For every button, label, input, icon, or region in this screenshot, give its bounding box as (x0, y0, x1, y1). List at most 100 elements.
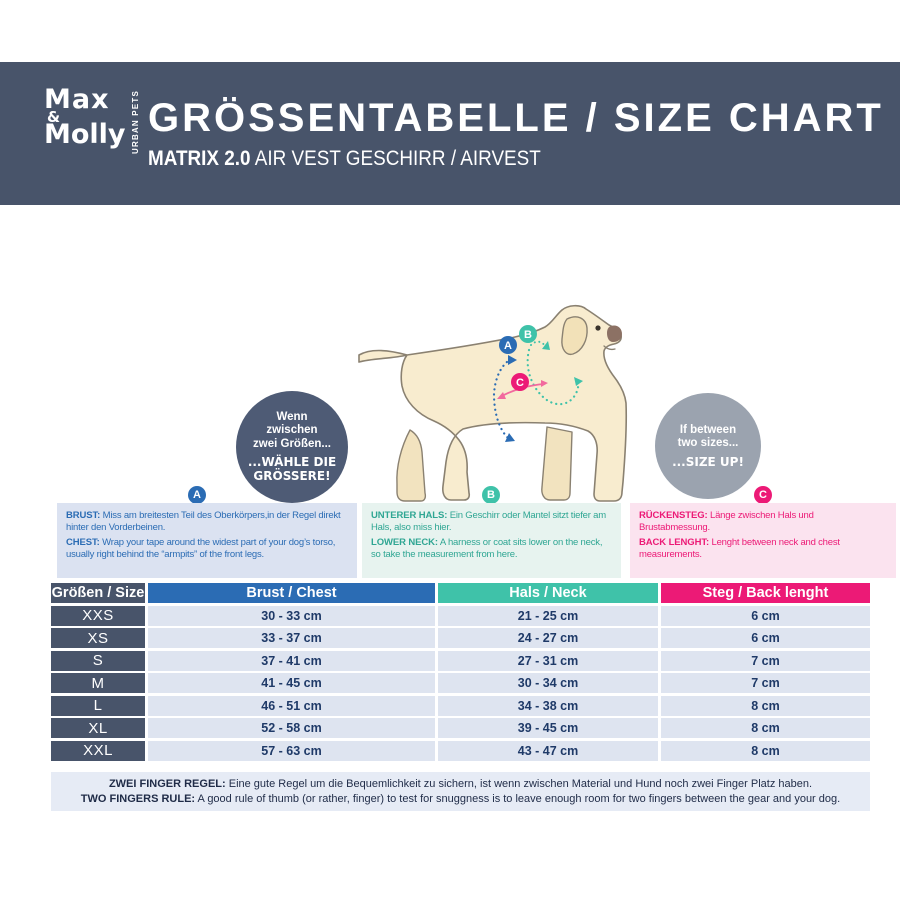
note-neck-label-de: UNTERER HALS: (371, 510, 448, 521)
measure-arc-neck-arrow-end (574, 377, 583, 386)
neck-value: 34 - 38 cm (438, 695, 658, 716)
note-box-chest: BRUST: Miss am breitesten Teil des Oberk… (57, 503, 357, 578)
svg-text:B: B (524, 329, 532, 341)
note-neck-text-en: A harness or coat sits lower on the neck… (371, 537, 603, 560)
chest-value: 41 - 45 cm (148, 673, 435, 693)
measure-arc-neck-top-arrow (542, 341, 550, 350)
rule-label-de: ZWEI FINGER REGEL: (108, 777, 226, 790)
size-label: XXL (51, 740, 145, 761)
back-value: 8 cm (661, 740, 870, 761)
measure-arc-neck-top (530, 340, 546, 347)
rule-label-en: TWO FINGERS RULE: (80, 792, 196, 805)
brand-ampersand: & (47, 107, 61, 126)
chest-value: 52 - 58 cm (148, 718, 435, 738)
note-chest-label-de: BRUST: (66, 510, 101, 521)
rule-text-de: Eine gute Regel um die Bequemlichkeit zu… (225, 777, 813, 790)
size-table: Größen / Size Brust / Chest Hals / Neck … (51, 583, 870, 761)
note-neck-label-en: LOWER NECK: (371, 537, 438, 548)
tip-de-bold1: ...WÄHLE DIE (247, 455, 337, 470)
size-label: XL (51, 718, 145, 738)
note-chest-text-de: Miss am breitesten Teil des Oberkörpers,… (66, 510, 341, 533)
size-label: S (51, 650, 145, 671)
svg-text:A: A (504, 340, 512, 352)
tip-de-bold2: GRÖSSERE! (253, 469, 331, 484)
chest-value: 30 - 33 cm (148, 605, 435, 626)
col-header-chest: Brust / Chest (148, 583, 435, 603)
brand-logo: Max & Molly URBAN PETS (44, 86, 140, 182)
svg-text:C: C (516, 377, 524, 389)
measure-line-back-arrow-right (541, 380, 548, 387)
note-back-label-en: BACK LENGHT: (639, 537, 710, 548)
rule-text-en: A good rule of thumb (or rather, finger)… (195, 792, 841, 805)
back-value: 7 cm (661, 650, 870, 671)
measure-arc-chest-arrow-bottom (505, 433, 515, 442)
dog-nose (607, 325, 622, 342)
neck-value: 43 - 47 cm (438, 740, 658, 761)
size-tip-circle-en: If between two sizes... ...SIZE UP! (655, 393, 761, 499)
header-text: GRÖSSENTABELLE / SIZE CHART MATRIX 2.0 A… (148, 96, 884, 171)
diagram-badge-c: C (511, 373, 529, 391)
note-back-text-en: Lenght between neck and chest measuremen… (639, 537, 840, 560)
subtitle-product: AIR VEST GESCHIRR / AIRVEST (250, 147, 541, 170)
dog-eye (595, 325, 601, 331)
tip-en-line2: two sizes... (677, 437, 739, 449)
dog-far-rear-leg (396, 429, 427, 502)
note-box-back: RÜCKENSTEG: Länge zwischen Hals und Brus… (630, 503, 896, 578)
note-neck-text-de: Ein Geschirr oder Mantel sitzt tiefer am… (371, 510, 606, 533)
back-value: 8 cm (661, 718, 870, 738)
col-header-back: Steg / Back lenght (661, 583, 870, 603)
tip-de-line2: zwischen (266, 424, 318, 437)
col-header-size: Größen / Size (51, 583, 145, 603)
note-badge-b: B (482, 486, 500, 504)
col-header-neck: Hals / Neck (438, 583, 658, 603)
measure-arc-chest (492, 357, 513, 440)
page-subtitle: MATRIX 2.0 AIR VEST GESCHIRR / AIRVEST (148, 147, 810, 171)
neck-value: 39 - 45 cm (438, 718, 658, 738)
dog-body (358, 304, 628, 502)
dog-ear (561, 316, 588, 356)
brand-word-molly: Molly (44, 118, 126, 150)
back-value: 6 cm (661, 605, 870, 626)
diagram-badge-b: B (519, 325, 537, 343)
chest-value: 33 - 37 cm (148, 628, 435, 648)
dog-far-front-leg (541, 426, 573, 501)
page-title: GRÖSSENTABELLE / SIZE CHART (148, 96, 884, 140)
neck-value: 21 - 25 cm (438, 605, 658, 626)
note-chest-label-en: CHEST: (66, 537, 100, 548)
measure-arc-neck (526, 348, 580, 406)
tip-de-line1: Wenn (276, 410, 308, 423)
rule-line-en: TWO FINGERS RULE: A good rule of thumb (… (51, 792, 870, 807)
dog-mouth (603, 345, 616, 351)
size-label: XXS (51, 605, 145, 626)
neck-value: 27 - 31 cm (438, 650, 658, 671)
brand-word-max: Max (44, 83, 110, 115)
measure-arc-chest-arrow-top (508, 355, 517, 365)
tip-en-line1: If between (679, 423, 737, 436)
dog-measurement-diagram: A B C (358, 304, 628, 502)
note-chest-text-en: Wrap your tape around the widest part of… (66, 537, 336, 560)
note-badge-c: C (754, 486, 772, 504)
note-box-neck: UNTERER HALS: Ein Geschirr oder Mantel s… (362, 503, 621, 578)
size-label: L (51, 695, 145, 716)
header-banner: Max & Molly URBAN PETS GRÖSSENTABELLE / … (0, 62, 900, 205)
chest-value: 37 - 41 cm (148, 650, 435, 671)
measure-line-back-arrow-left (497, 392, 506, 399)
tip-en-bold1: ...SIZE UP! (672, 454, 744, 469)
brand-tagline: URBAN PETS (131, 89, 140, 154)
neck-value: 30 - 34 cm (438, 673, 658, 693)
back-value: 6 cm (661, 628, 870, 648)
back-value: 7 cm (661, 673, 870, 693)
diagram-badge-a: A (499, 336, 517, 354)
note-back-label-de: RÜCKENSTEG: (639, 510, 708, 521)
size-tip-circle-de: Wenn zwischen zwei Größen... ...WÄHLE DI… (236, 391, 348, 503)
neck-value: 24 - 27 cm (438, 628, 658, 648)
subtitle-model: MATRIX 2.0 (148, 147, 251, 170)
rule-line-de: ZWEI FINGER REGEL: Eine gute Regel um di… (51, 777, 870, 792)
tip-de-line3: zwei Größen... (253, 437, 331, 450)
brand-wordmark: Max & Molly (44, 86, 132, 148)
size-label: M (51, 673, 145, 693)
back-value: 8 cm (661, 695, 870, 716)
size-label: XS (51, 628, 145, 648)
note-badge-a: A (188, 486, 206, 504)
